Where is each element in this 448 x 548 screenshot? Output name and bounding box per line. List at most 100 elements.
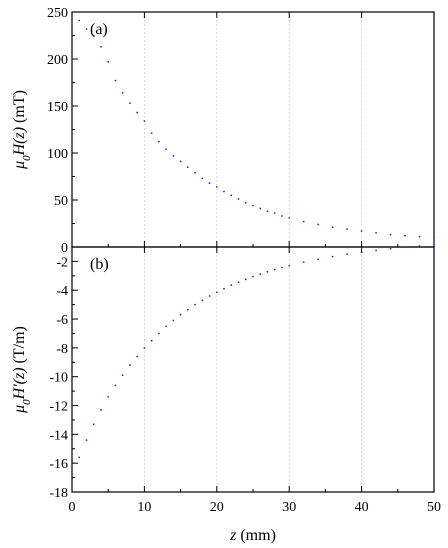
data-point	[201, 299, 204, 302]
data-point	[252, 204, 254, 207]
data-point	[208, 182, 211, 184]
data-point	[418, 235, 421, 238]
data-point	[223, 287, 225, 290]
y-tick-label: 150	[47, 100, 68, 115]
y-tick-label: -18	[49, 486, 68, 501]
data-point	[92, 423, 95, 426]
data-point	[244, 201, 247, 204]
x-tick-label: 50	[427, 500, 441, 515]
data-point	[71, 478, 73, 480]
data-point	[346, 228, 349, 231]
data-point	[172, 154, 175, 157]
data-point	[331, 226, 334, 229]
data-point	[186, 308, 189, 311]
data-point	[331, 255, 334, 258]
data-point	[194, 303, 196, 306]
data-point	[121, 374, 124, 377]
y-tick-label: -8	[56, 342, 68, 357]
data-point	[71, 12, 73, 14]
data-point	[317, 258, 320, 261]
x-tick-label: 20	[210, 500, 224, 515]
x-tick-label: 40	[355, 500, 369, 515]
data-point	[237, 198, 240, 200]
y-tick-label: 50	[54, 194, 68, 209]
y-tick-label: -16	[49, 457, 68, 472]
y-tick-label: 0	[61, 241, 68, 256]
data-point	[143, 120, 146, 122]
panel-b: -18-16-14-12-10-8-6-4-20 10 20 30 40 50(b)μ0H…	[11, 243, 441, 544]
data-point	[114, 79, 117, 82]
data-point	[100, 45, 102, 48]
data-point	[244, 278, 247, 281]
data-point	[215, 291, 218, 294]
data-point	[157, 332, 160, 335]
data-point	[389, 247, 392, 250]
y-axis-title: μ0H'(z) (T/m)	[11, 326, 33, 414]
data-point	[433, 236, 435, 239]
data-point	[100, 408, 102, 411]
data-point	[302, 261, 305, 264]
data-point	[136, 355, 139, 358]
y-tick-label: -14	[49, 428, 68, 443]
data-point	[259, 207, 262, 210]
data-point	[172, 319, 175, 322]
data-point	[150, 339, 153, 342]
data-point	[78, 456, 81, 459]
data-point	[266, 210, 269, 213]
data-point	[281, 266, 283, 269]
data-point	[223, 190, 225, 193]
y-tick-label: 250	[47, 6, 68, 21]
data-point	[404, 234, 406, 237]
data-point	[107, 395, 110, 398]
data-point	[92, 34, 95, 37]
data-point	[288, 264, 291, 267]
data-point	[150, 132, 153, 135]
data-point	[201, 177, 204, 180]
data-point	[208, 295, 211, 297]
data-point	[288, 216, 291, 219]
x-tick-label: 10	[137, 500, 151, 515]
data-point	[360, 230, 363, 232]
data-point	[179, 313, 182, 316]
data-point	[157, 140, 160, 143]
data-point	[237, 281, 240, 284]
data-point	[230, 194, 233, 197]
data-point	[85, 439, 88, 442]
data-point	[418, 245, 421, 247]
y-axis-title: μ0H(z) (mT)	[11, 90, 33, 170]
y-tick-label: 100	[47, 147, 68, 162]
data-point	[165, 148, 168, 151]
data-point	[129, 102, 131, 105]
data-point	[78, 19, 81, 22]
x-tick-label: 0	[69, 500, 76, 515]
data-point	[230, 284, 233, 287]
data-point	[360, 251, 363, 254]
data-point	[433, 243, 435, 246]
data-point	[186, 166, 189, 169]
y-tick-label: -4	[56, 284, 68, 299]
data-point	[165, 325, 168, 328]
data-point	[259, 273, 262, 275]
data-point	[302, 220, 305, 223]
x-axis-title: z (mm)	[229, 527, 276, 544]
data-point	[121, 91, 124, 94]
data-point	[375, 249, 377, 252]
panel-a: 0 50 100 150 200 250 (a) μ0H(z) (mT)	[11, 6, 435, 256]
data-point	[129, 364, 131, 367]
data-point	[375, 232, 377, 234]
data-point	[252, 275, 254, 278]
y-tick-label: -12	[49, 400, 68, 415]
data-point	[114, 384, 117, 387]
data-point	[317, 223, 320, 226]
data-point	[389, 233, 392, 236]
x-tick-label: 30	[282, 500, 296, 515]
data-point	[273, 212, 276, 215]
data-point	[346, 253, 349, 256]
data-point	[215, 185, 218, 188]
y-tick-label: -6	[56, 313, 68, 328]
data-point	[143, 346, 146, 349]
y-tick-label: -2	[56, 255, 68, 270]
data-point	[85, 28, 88, 30]
y-tick-label: 200	[47, 53, 68, 68]
